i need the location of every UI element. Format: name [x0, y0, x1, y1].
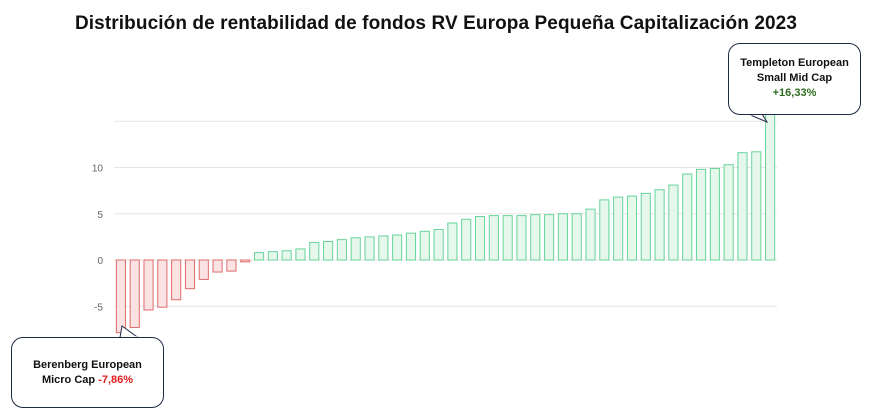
- bar: [654, 189, 665, 261]
- bar: [737, 152, 748, 261]
- y-tick-label: 10: [92, 164, 104, 175]
- best-fund-name-line2: Small Mid Cap: [756, 72, 833, 84]
- bar: [530, 214, 541, 261]
- bars: [115, 108, 776, 334]
- bar: [405, 232, 417, 261]
- worst-fund-name-line1: Berenberg European: [33, 359, 142, 371]
- bar: [723, 164, 734, 261]
- bar: [336, 239, 347, 261]
- worst-fund-line2: Micro Cap -7,86%: [12, 373, 163, 388]
- bar: [447, 222, 458, 261]
- grid-lines: [114, 120, 777, 307]
- bar: [461, 218, 472, 261]
- worst-fund-name-line2: Micro Cap: [41, 374, 96, 386]
- bar: [474, 216, 486, 261]
- best-fund-value: +16,33%: [772, 87, 817, 99]
- bar: [226, 259, 237, 272]
- best-fund-callout: Templeton European Small Mid Cap +16,33%: [728, 43, 861, 115]
- bar: [143, 259, 154, 311]
- worst-fund-callout: Berenberg European Micro Cap -7,86%: [11, 337, 164, 408]
- bar: [488, 215, 499, 261]
- bar: [392, 234, 403, 261]
- bar: [433, 228, 444, 261]
- bar: [640, 192, 651, 261]
- bar: [599, 199, 610, 261]
- bar: [585, 208, 596, 261]
- y-tick-label: 5: [97, 210, 103, 221]
- bar: [281, 250, 292, 261]
- bar: [751, 151, 762, 261]
- bar: [378, 235, 389, 261]
- y-tick-label: -5: [94, 302, 103, 313]
- bar: [212, 259, 223, 273]
- bar: [253, 252, 265, 261]
- chart-title: Distribución de rentabilidad de fondos R…: [74, 13, 797, 34]
- bar: [157, 259, 168, 308]
- bar: [267, 251, 278, 261]
- bar: [309, 241, 320, 261]
- bar: [419, 230, 430, 261]
- bar: [502, 215, 513, 261]
- y-axis-ticks: 10 5 0 -5: [92, 164, 104, 314]
- y-tick-label: 0: [97, 256, 103, 267]
- bar: [557, 213, 568, 261]
- bar: [198, 259, 209, 280]
- bar: [295, 248, 306, 261]
- bar: [544, 214, 555, 261]
- bar: [350, 237, 361, 261]
- bar: [709, 167, 720, 261]
- bar: [765, 108, 776, 261]
- bar: [129, 259, 140, 329]
- bar: [668, 184, 679, 261]
- bar: [571, 213, 582, 261]
- bar: [626, 195, 638, 261]
- bar: [682, 173, 693, 261]
- bar: [516, 215, 527, 261]
- bar: [323, 241, 334, 261]
- bar: [184, 259, 196, 290]
- bar: [171, 259, 182, 301]
- worst-fund-value: -7,86%: [98, 374, 134, 386]
- bar: [695, 168, 707, 261]
- bar: [240, 259, 251, 263]
- best-fund-name-line1: Templeton European: [740, 57, 849, 69]
- bar: [613, 196, 624, 261]
- bar: [364, 236, 375, 261]
